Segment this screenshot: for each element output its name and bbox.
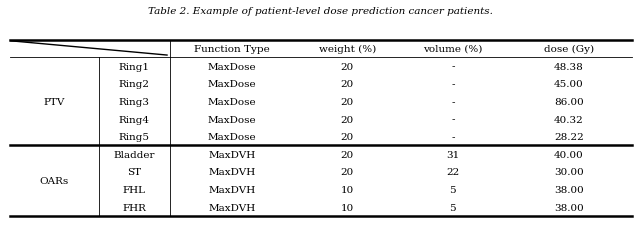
Text: 40.32: 40.32 — [554, 115, 584, 124]
Text: 20: 20 — [340, 62, 354, 71]
Text: 30.00: 30.00 — [554, 168, 584, 177]
Text: 86.00: 86.00 — [554, 97, 584, 106]
Text: FHL: FHL — [123, 185, 146, 194]
Text: dose (Gy): dose (Gy) — [544, 45, 594, 54]
Text: MaxDVH: MaxDVH — [209, 168, 255, 177]
Text: 48.38: 48.38 — [554, 62, 584, 71]
Text: MaxDVH: MaxDVH — [209, 203, 255, 212]
Text: Bladder: Bladder — [114, 150, 155, 159]
Text: -: - — [451, 115, 454, 124]
Text: Table 2. Example of patient-level dose prediction cancer patients.: Table 2. Example of patient-level dose p… — [148, 7, 492, 16]
Text: 20: 20 — [340, 150, 354, 159]
Text: MaxDose: MaxDose — [208, 97, 256, 106]
Text: Function Type: Function Type — [194, 45, 270, 54]
Text: 28.22: 28.22 — [554, 133, 584, 142]
Text: 20: 20 — [340, 115, 354, 124]
Text: 10: 10 — [340, 185, 354, 194]
Text: 20: 20 — [340, 80, 354, 89]
Text: Ring5: Ring5 — [119, 133, 150, 142]
Text: 22: 22 — [446, 168, 460, 177]
Text: MaxDose: MaxDose — [208, 115, 256, 124]
Text: Ring4: Ring4 — [119, 115, 150, 124]
Text: 20: 20 — [340, 97, 354, 106]
Text: 31: 31 — [446, 150, 460, 159]
Text: MaxDose: MaxDose — [208, 80, 256, 89]
Text: 38.00: 38.00 — [554, 185, 584, 194]
Text: OARs: OARs — [40, 176, 69, 185]
Text: MaxDose: MaxDose — [208, 62, 256, 71]
Text: 5: 5 — [449, 203, 456, 212]
Text: 10: 10 — [340, 203, 354, 212]
Text: 38.00: 38.00 — [554, 203, 584, 212]
Text: -: - — [451, 97, 454, 106]
Text: -: - — [451, 133, 454, 142]
Text: Ring1: Ring1 — [119, 62, 150, 71]
Text: MaxDVH: MaxDVH — [209, 150, 255, 159]
Text: -: - — [451, 62, 454, 71]
Text: 45.00: 45.00 — [554, 80, 584, 89]
Text: MaxDose: MaxDose — [208, 133, 256, 142]
Text: 5: 5 — [449, 185, 456, 194]
Text: ST: ST — [127, 168, 141, 177]
Text: Ring2: Ring2 — [119, 80, 150, 89]
Text: volume (%): volume (%) — [423, 45, 483, 54]
Text: weight (%): weight (%) — [319, 45, 376, 54]
Text: MaxDVH: MaxDVH — [209, 185, 255, 194]
Text: -: - — [451, 80, 454, 89]
Text: PTV: PTV — [44, 97, 65, 106]
Text: 20: 20 — [340, 168, 354, 177]
Text: FHR: FHR — [122, 203, 147, 212]
Text: Ring3: Ring3 — [119, 97, 150, 106]
Text: 40.00: 40.00 — [554, 150, 584, 159]
Text: 20: 20 — [340, 133, 354, 142]
